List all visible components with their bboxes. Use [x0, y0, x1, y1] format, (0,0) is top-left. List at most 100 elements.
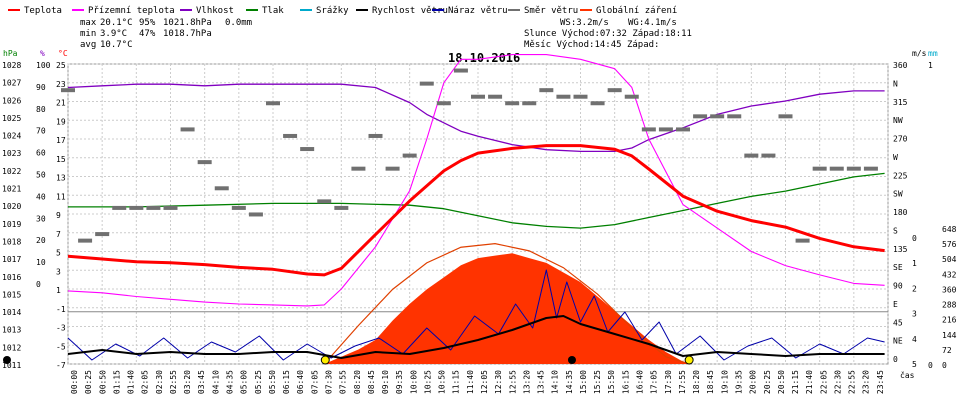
axis-degc-tick: 19 [56, 117, 66, 126]
x-tick-label: 04:10 [211, 370, 220, 394]
direction-mark [334, 205, 349, 210]
x-tick-label: 19:10 [720, 370, 729, 394]
direction-mark [812, 166, 827, 171]
x-tick-label: 12:05 [480, 370, 489, 394]
axis-degc-tick: 25 [56, 61, 66, 70]
axis-wm2-tick: 648 [942, 225, 957, 234]
legend-label: Rychlost větru [372, 6, 448, 16]
axis-hpa-tick: 1026 [2, 96, 21, 105]
axis-pct-tick: 30 [36, 214, 46, 223]
x-tick-label: 11:40 [466, 370, 475, 394]
axis-degc-tick: -1 [56, 305, 66, 314]
x-tick-label: 00:50 [98, 370, 107, 394]
stat-max-label: max [80, 18, 97, 28]
axis-degc-tick: 3 [56, 267, 61, 276]
axes-layer: 1028102710261025102410231022102110201019… [2, 61, 957, 370]
x-tick-label: 14:10 [551, 370, 560, 394]
stat-avg-temp: 10.7°C [100, 40, 133, 50]
x-tick-label: 03:45 [197, 370, 206, 394]
x-tick-label: 17:05 [650, 370, 659, 394]
axis-wm2-tick: 576 [942, 240, 957, 249]
stat-max-press: 1021.8hPa [163, 18, 212, 28]
axis-ms-tick: 5 [912, 360, 917, 369]
axis-wm2-tick: 288 [942, 301, 957, 310]
axis-hpa-tick: 1023 [2, 149, 21, 158]
axis-ms-label: m/s [912, 49, 927, 58]
direction-mark [488, 94, 503, 99]
x-tick-label: 13:20 [522, 370, 531, 394]
direction-mark [522, 101, 537, 106]
x-tick-label: 01:40 [127, 370, 136, 394]
direction-mark [231, 205, 246, 210]
axis-hpa-tick: 1016 [2, 273, 21, 282]
direction-mark [761, 153, 776, 158]
x-tick-label: 08:20 [353, 370, 362, 394]
axis-dir-tick: SE [893, 263, 903, 272]
axis-pct-tick: 50 [36, 171, 46, 180]
x-tick-label: 02:55 [169, 370, 178, 394]
axis-hpa-tick: 1014 [2, 308, 21, 317]
axis-dir-tick: 90 [893, 282, 903, 291]
x-tick-label: 16:15 [621, 370, 630, 394]
x-tick-label: 18:45 [706, 370, 715, 394]
x-tick-label: 14:35 [565, 370, 574, 394]
axis-wm2-tick: 360 [942, 285, 957, 294]
axis-dir-tick: 45 [893, 318, 903, 327]
direction-mark [368, 133, 383, 138]
axis-pct-tick: 80 [36, 105, 46, 114]
axis-degc-tick: 15 [56, 155, 66, 164]
axis-ms-tick: 2 [912, 284, 917, 293]
x-tick-label: 15:25 [593, 370, 602, 394]
axis-hpa-tick: 1019 [2, 220, 21, 229]
axis-wm2-tick: 0 [942, 361, 947, 370]
axis-ms-tick: 0 [912, 234, 917, 243]
direction-mark [61, 88, 75, 93]
stat-wg: WG:4.1m/s [628, 18, 677, 28]
axis-ms-tick: 3 [912, 310, 917, 319]
x-tick-label: 13:45 [537, 370, 546, 394]
axis-hpa-tick: 1013 [2, 326, 21, 335]
axis-dir-tick: W [893, 153, 898, 162]
axis-degc-tick: 17 [56, 136, 66, 145]
axis-wm2-tick: 432 [942, 270, 957, 279]
direction-mark [710, 114, 725, 119]
axis-wm2-tick: 144 [942, 331, 957, 340]
x-tick-label: 11:15 [452, 370, 461, 394]
direction-mark [641, 127, 656, 132]
legend: Teplota Přízemní teplota Vlhkost Tlak Srážky… [8, 6, 677, 16]
x-tick-label: 10:25 [423, 370, 432, 394]
x-tick-label: 06:15 [282, 370, 291, 394]
x-tick-label: 23:45 [876, 370, 885, 394]
axis-degc-tick: 9 [56, 211, 61, 220]
direction-mark [556, 94, 571, 99]
axis-pct-tick: 10 [36, 258, 46, 267]
axis-dir-tick: 315 [893, 98, 908, 107]
axis-degc-tick: 23 [56, 80, 66, 89]
x-tick-label: 18:20 [692, 370, 701, 394]
direction-mark [829, 166, 844, 171]
direction-mark [676, 127, 690, 132]
axis-degc-tick: 5 [56, 249, 61, 258]
stat-avg-label: avg [80, 40, 96, 50]
x-tick-label: 23:20 [862, 370, 871, 394]
legend-label: Přízemní teplota [88, 6, 175, 16]
direction-mark [214, 186, 229, 191]
direction-mark [624, 94, 639, 99]
axis-dir-tick: NW [893, 116, 903, 125]
axis-ms-tick: 1 [912, 259, 917, 268]
axis-pct-tick: 60 [36, 149, 46, 158]
axis-dir-tick: 0 [893, 355, 898, 364]
wind-line [67, 315, 885, 359]
x-axis-label: čas [900, 370, 915, 380]
axis-pct-tick: 100 [36, 61, 51, 70]
stat-moon: Měsíc Východ:14:45 Západ: [524, 40, 659, 50]
pressure-line [68, 172, 885, 229]
direction-mark [744, 153, 759, 158]
axis-degc-tick: -3 [56, 324, 66, 333]
radiation-area [324, 253, 690, 364]
direction-mark [505, 101, 520, 106]
direction-mark [283, 133, 298, 138]
x-tick-label: 12:55 [508, 370, 517, 394]
